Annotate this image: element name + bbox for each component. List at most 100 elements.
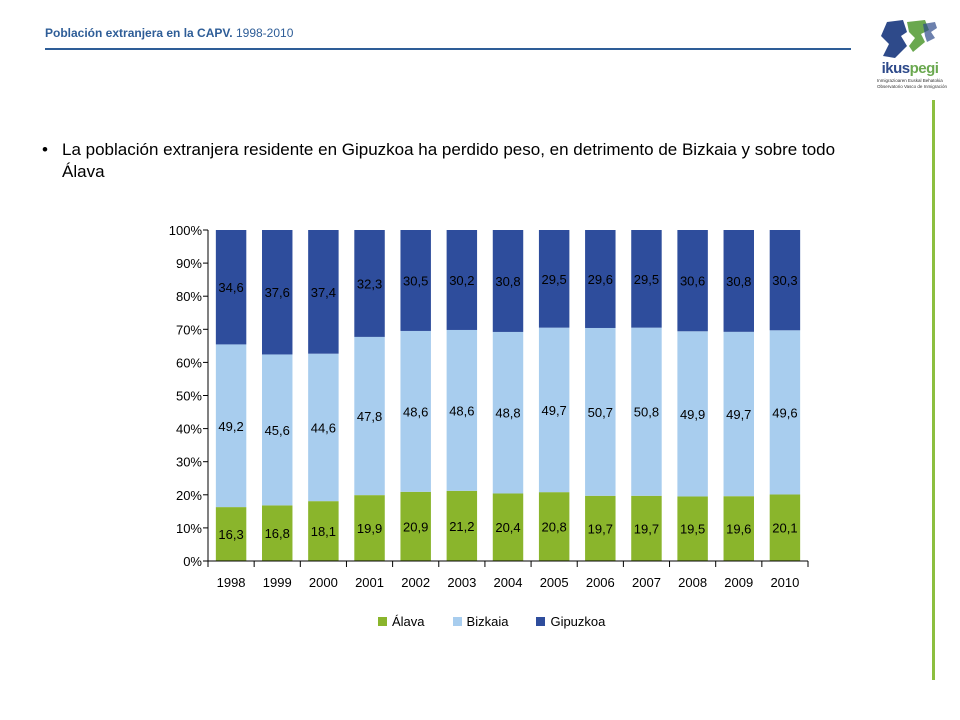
stacked-percent-bar-chart: 16,3 49,2 34,6 1998 16,8 45,6 37,6 1999 18,1 44,6… (169, 223, 809, 590)
y-tick-label-7: 70% (176, 322, 202, 337)
bullet-text: La población extranjera residente en Gip… (62, 140, 836, 181)
y-tick-label-5: 50% (176, 389, 202, 404)
bar-alava-2003 (446, 490, 478, 561)
chart-legend: Álava Bizkaia Gipuzkoa (378, 614, 633, 629)
data-label-alava-2004: 20,4 (495, 520, 520, 535)
data-label-alava-2009: 19,6 (726, 522, 751, 537)
bar-gipuzkoa-1998 (215, 230, 247, 345)
y-tick-label-8: 80% (176, 289, 202, 304)
bar-alava-2002 (400, 491, 431, 561)
data-label-bizkaia-2004: 48,8 (495, 406, 520, 421)
bar-gipuzkoa-2004 (492, 230, 524, 332)
bar-alava-2001 (354, 495, 385, 561)
y-tick-label-0: 0% (183, 554, 202, 569)
legend-swatch-bizkaia (452, 617, 462, 626)
bar-bizkaia-1999 (262, 354, 293, 506)
bullet-symbol: • (42, 140, 48, 159)
bar-gipuzkoa-2008 (677, 230, 708, 332)
x-tick-label-2000: 2000 (309, 575, 338, 590)
data-label-gipuzkoa-2005: 29,5 (541, 272, 566, 287)
x-tick-label-2003: 2003 (447, 575, 476, 590)
y-tick-label-6: 60% (176, 355, 202, 370)
x-tick-label-1999: 1999 (263, 575, 292, 590)
bar-bizkaia-2004 (492, 331, 524, 494)
bar-alava-2004 (492, 493, 524, 561)
bar-alava-2000 (308, 501, 339, 561)
data-label-bizkaia-2007: 50,8 (634, 405, 659, 420)
bar-gipuzkoa-2003 (446, 230, 478, 330)
bar-gipuzkoa-2002 (400, 230, 431, 331)
bar-alava-2007 (631, 495, 662, 561)
bar-gipuzkoa-2001 (354, 230, 385, 337)
data-label-alava-2006: 19,7 (588, 521, 613, 536)
data-label-alava-2010: 20,1 (772, 521, 797, 536)
data-label-bizkaia-2010: 49,6 (772, 405, 797, 420)
x-tick-label-2002: 2002 (401, 575, 430, 590)
bar-bizkaia-2002 (400, 330, 431, 492)
x-tick-label-2005: 2005 (540, 575, 569, 590)
data-label-bizkaia-2008: 49,9 (680, 407, 705, 422)
x-tick-label-2007: 2007 (632, 575, 661, 590)
bar-gipuzkoa-2007 (631, 230, 662, 328)
bar-gipuzkoa-2005 (538, 230, 570, 328)
bar-alava-1998 (215, 507, 247, 561)
x-tick-label-2004: 2004 (494, 575, 523, 590)
page-header-title: Población extranjera en la CAPV. 1998-20… (45, 26, 293, 40)
data-label-gipuzkoa-2010: 30,3 (772, 273, 797, 288)
logo-subtitle-1: Inmigrazioaren Euskal Behatokia (877, 78, 943, 83)
data-label-bizkaia-2003: 48,6 (449, 403, 474, 418)
bar-alava-2006 (585, 495, 616, 561)
data-label-gipuzkoa-2000: 37,4 (311, 285, 336, 300)
data-label-gipuzkoa-1999: 37,6 (265, 285, 290, 300)
data-label-gipuzkoa-1998: 34,6 (218, 280, 243, 295)
y-tick-label-10: 100% (169, 223, 203, 238)
ikuspegi-logo: ikuspegi Inmigrazioaren Euskal Behatokia… (873, 16, 947, 96)
legend-swatch-alava (378, 617, 387, 626)
data-label-alava-1999: 16,8 (265, 526, 290, 541)
data-label-bizkaia-1998: 49,2 (218, 419, 243, 434)
bar-bizkaia-2000 (308, 353, 339, 502)
bar-bizkaia-2007 (631, 327, 662, 496)
bar-gipuzkoa-2000 (308, 230, 339, 354)
logo-wordmark-a: ikus (881, 60, 911, 77)
bar-gipuzkoa-2009 (723, 230, 754, 332)
bar-bizkaia-2010 (769, 330, 801, 495)
bar-alava-2008 (677, 496, 708, 561)
data-label-alava-1998: 16,3 (218, 527, 243, 542)
x-tick-label-2008: 2008 (678, 575, 707, 590)
legend-item-alava: Álava (378, 614, 425, 629)
bar-gipuzkoa-2006 (585, 230, 616, 328)
bar-bizkaia-2001 (354, 336, 385, 496)
bar-bizkaia-2008 (677, 331, 708, 497)
logo-wordmark: ikuspegi (873, 60, 947, 77)
data-label-alava-2002: 20,9 (403, 519, 428, 534)
x-tick-label-2006: 2006 (586, 575, 615, 590)
data-label-gipuzkoa-2002: 30,5 (403, 273, 428, 288)
bar-gipuzkoa-2010 (769, 230, 801, 331)
bar-bizkaia-2009 (723, 331, 754, 497)
data-label-alava-2003: 21,2 (449, 519, 474, 534)
data-label-gipuzkoa-2001: 32,3 (357, 276, 382, 291)
header-divider (45, 48, 851, 50)
y-tick-label-4: 40% (176, 422, 202, 437)
data-label-bizkaia-2009: 49,7 (726, 407, 751, 422)
data-label-gipuzkoa-2009: 30,8 (726, 274, 751, 289)
header-title-main: Población extranjera en la CAPV. (45, 26, 233, 40)
legend-label-alava: Álava (392, 614, 425, 629)
data-label-bizkaia-2006: 50,7 (588, 405, 613, 420)
bar-alava-1999 (262, 505, 293, 561)
data-label-bizkaia-2000: 44,6 (311, 420, 336, 435)
data-label-gipuzkoa-2008: 30,6 (680, 274, 705, 289)
logo-wordmark-b: pegi (909, 60, 939, 77)
data-label-gipuzkoa-2007: 29,5 (634, 272, 659, 287)
bar-alava-2009 (723, 496, 754, 561)
bar-bizkaia-2005 (538, 327, 570, 493)
legend-label-bizkaia: Bizkaia (466, 614, 509, 629)
x-tick-label-2010: 2010 (770, 575, 799, 590)
header-title-years: 1998-2010 (235, 26, 294, 40)
x-tick-label-2009: 2009 (724, 575, 753, 590)
data-label-gipuzkoa-2004: 30,8 (495, 274, 520, 289)
legend-item-gipuzkoa: Gipuzkoa (536, 614, 605, 629)
logo-mark-icon (881, 20, 937, 58)
y-tick-label-2: 20% (176, 488, 202, 503)
